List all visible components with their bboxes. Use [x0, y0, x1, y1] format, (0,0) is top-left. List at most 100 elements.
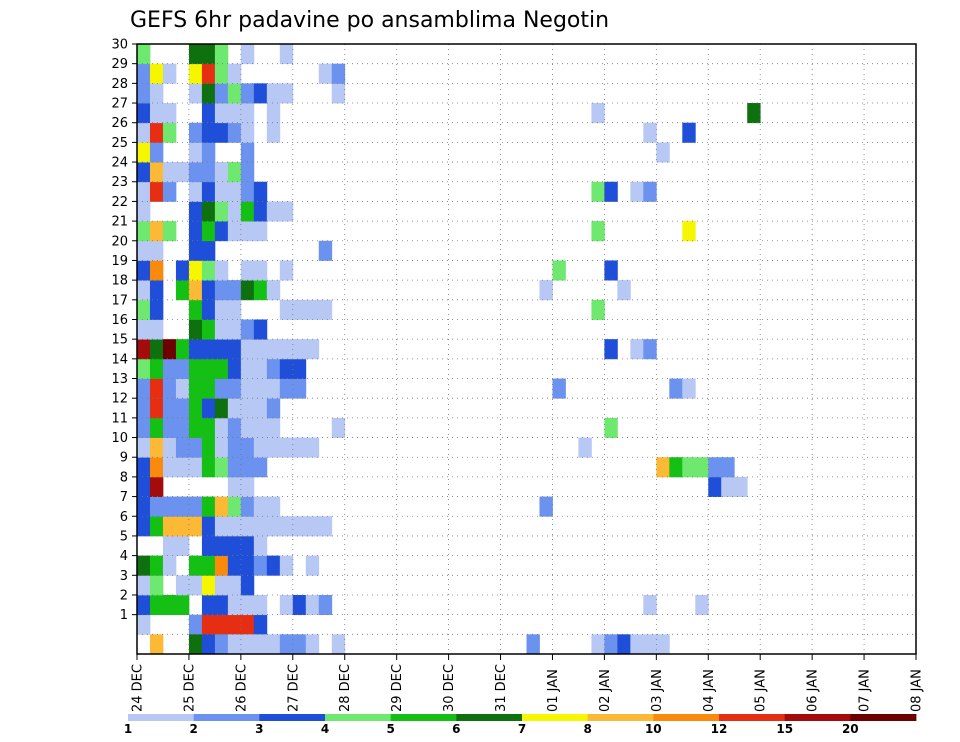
- plot-frame: [136, 43, 917, 655]
- heatmap-cell-member-24: [175, 162, 190, 183]
- heatmap-cell-member-13: [162, 378, 177, 399]
- x-tick-labels: 24 DEC 25 DEC 26 DEC 27 DEC 28 DEC 29 DEC 30 D…: [131, 654, 925, 712]
- heatmap-cell-member-15: [240, 339, 255, 360]
- heatmap-cell-member-5: [253, 535, 268, 557]
- colorbar-label: 20: [842, 722, 859, 736]
- heatmap-cell-member-17: [292, 299, 307, 320]
- heatmap-cell-member-14: [266, 358, 281, 379]
- heatmap-cell-member-24: [201, 162, 216, 183]
- heatmap-cell-member-22: [266, 201, 281, 222]
- heatmap-cell-member-12: [227, 398, 242, 419]
- heatmap-cell-member-4: [214, 555, 229, 576]
- heatmap-cell-member-29: [201, 63, 216, 84]
- heatmap-cell-member-8: [137, 476, 151, 497]
- colorbar-segment: [390, 714, 457, 721]
- y-tick-label: 18: [111, 274, 128, 289]
- heatmap-cells: [137, 44, 761, 655]
- colorbar-label: 6: [452, 722, 460, 736]
- heatmap-cell-member-12: [214, 398, 229, 419]
- heatmap-cell-member-2: [137, 594, 151, 616]
- heatmap-cell-member-6: [279, 516, 294, 537]
- heatmap-cell-member-13: [292, 378, 307, 399]
- heatmap-cell-member-9: [227, 457, 242, 478]
- heatmap-cell-bottom: [214, 634, 229, 655]
- heatmap-cell-member-23: [162, 181, 177, 202]
- heatmap-cell-member-18: [214, 280, 229, 301]
- heatmap-cell-member-19: [214, 260, 229, 281]
- heatmap-cell-member-9: [175, 457, 190, 478]
- heatmap-cell-member-27: [227, 103, 242, 124]
- y-tick-label: 26: [111, 116, 128, 131]
- heatmap-cell-member-23: [137, 181, 151, 202]
- heatmap-cell-member-28: [331, 83, 346, 104]
- heatmap-cell-member-9: [201, 457, 216, 478]
- colorbar-segment: [128, 714, 195, 721]
- grid-lines: [137, 44, 916, 654]
- heatmap-cell-member-4: [253, 555, 268, 576]
- heatmap-cell-member-18: [188, 280, 203, 301]
- heatmap-cell-member-15: [162, 339, 177, 360]
- heatmap-cell-member-14: [137, 358, 151, 379]
- heatmap-cell-member-10: [137, 437, 151, 458]
- colorbar-label: 3: [255, 722, 263, 736]
- heatmap-cell-bottom: [656, 634, 670, 655]
- heatmap-cell-member-5: [162, 535, 177, 557]
- heatmap-cell-member-4: [266, 555, 281, 576]
- y-tick-label: 3: [120, 569, 128, 584]
- heatmap-cell-member-22: [214, 201, 229, 222]
- heatmap-cell-member-15: [149, 339, 164, 360]
- x-tick-label: 30 DEC: [442, 664, 457, 712]
- heatmap-cell-member-24: [137, 162, 151, 183]
- heatmap-cell-member-12: [240, 398, 255, 419]
- heatmap-cell-member-17: [591, 299, 605, 320]
- heatmap-cell-member-13: [552, 378, 566, 399]
- y-tick-label: 16: [111, 313, 128, 328]
- heatmap-cell-member-16: [214, 319, 229, 340]
- heatmap-cell-member-21: [591, 221, 605, 242]
- heatmap-cell-member-6: [214, 516, 229, 537]
- heatmap-cell-member-16: [227, 319, 242, 340]
- y-tick-label: 15: [111, 333, 128, 348]
- x-tick-label: 26 DEC: [234, 664, 249, 712]
- heatmap-cell-member-22: [227, 201, 242, 222]
- heatmap-cell-member-13: [266, 378, 281, 399]
- heatmap-cell-member-10: [253, 437, 268, 458]
- heatmap-cell-member-13: [214, 378, 229, 399]
- heatmap-cell-bottom: [188, 634, 203, 655]
- heatmap-cell-member-17: [188, 299, 203, 320]
- y-tick-label: 29: [111, 57, 128, 72]
- heatmap-cell-member-13: [188, 378, 203, 399]
- heatmap-cell-bottom: [617, 634, 631, 655]
- heatmap-cell-member-17: [201, 299, 216, 320]
- heatmap-cell-member-26: [162, 122, 177, 143]
- heatmap-cell-member-28: [253, 83, 268, 104]
- colorbar-segment: [587, 714, 654, 721]
- heatmap-cell-member-9: [214, 457, 229, 478]
- heatmap-cell-member-18: [137, 280, 151, 301]
- heatmap-cell-member-11: [240, 417, 255, 438]
- x-tick-label: 29 DEC: [390, 664, 405, 712]
- heatmap-cell-bottom: [591, 634, 605, 655]
- colorbar-label: 2: [190, 722, 198, 736]
- heatmap-cell-member-20: [318, 240, 333, 261]
- y-tick-label: 28: [111, 77, 128, 92]
- heatmap-cell-member-21: [137, 221, 151, 242]
- heatmap-cell-member-9: [149, 457, 164, 478]
- heatmap-cell-member-23: [630, 181, 644, 202]
- heatmap-cell-member-23: [227, 181, 242, 202]
- heatmap-cell-member-11: [149, 417, 164, 438]
- heatmap-cell-member-20: [149, 240, 164, 261]
- heatmap-cell-member-11: [227, 417, 242, 438]
- heatmap-cell-member-6: [292, 516, 307, 537]
- heatmap-cell-member-26: [682, 122, 696, 143]
- colorbar: 1 2 3 4 5 6 7 8 10 12 15 20: [124, 714, 917, 736]
- heatmap-cell-member-10: [188, 437, 203, 458]
- heatmap-cell-member-22: [188, 201, 203, 222]
- heatmap-cell-member-9: [162, 457, 177, 478]
- y-tick-label: 30: [111, 38, 128, 53]
- heatmap-cell-member-28: [227, 83, 242, 104]
- heatmap-cell-member-14: [175, 358, 190, 379]
- heatmap-cell-member-9: [721, 457, 735, 478]
- heatmap-cell-member-11: [604, 417, 618, 438]
- heatmap-cell-bottom: [253, 634, 268, 655]
